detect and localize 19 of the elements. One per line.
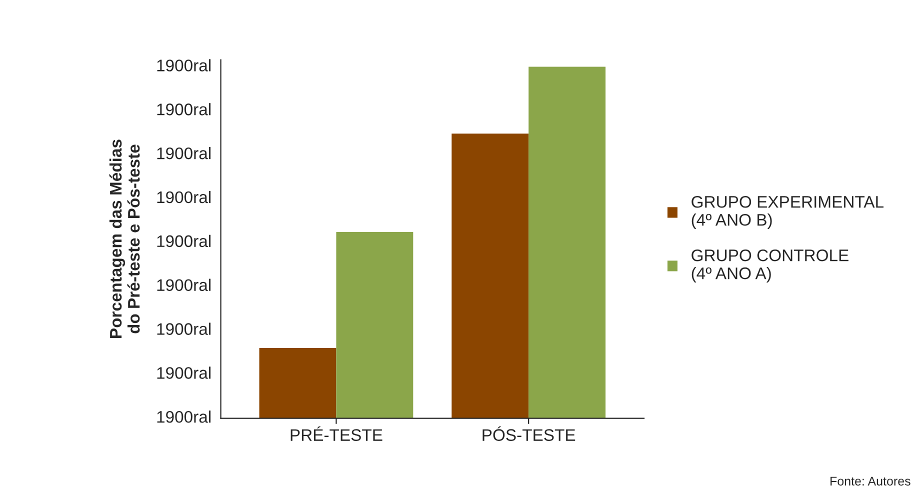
text: 1900ral — [157, 366, 210, 379]
x-tick-label: PÓS-TESTE — [482, 426, 576, 441]
text: 1900ral — [157, 234, 210, 248]
text: 1900ral — [157, 147, 210, 160]
text: 1900ral — [157, 278, 210, 292]
text: 1900ral — [157, 190, 210, 204]
bar — [528, 66, 606, 418]
text: 1900ral — [157, 103, 210, 116]
text: 1900ral — [157, 410, 210, 423]
text: 1900ral — [157, 59, 210, 72]
x-tick-label: PRÉ-TESTE — [290, 426, 382, 441]
source-note: Fonte: Autores — [830, 476, 910, 486]
bar — [452, 134, 529, 418]
y-axis-title: Porcentagem das Médias do Pré-teste e Pós-teste — [109, 140, 140, 338]
bar — [336, 232, 414, 418]
text: 1900ral — [157, 322, 210, 335]
legend-label: GRUPO CONTROLE (4º ANO A) — [692, 249, 848, 283]
bar — [259, 348, 336, 418]
legend-label: GRUPO EXPERIMENTAL (4º ANO B) — [692, 196, 884, 230]
